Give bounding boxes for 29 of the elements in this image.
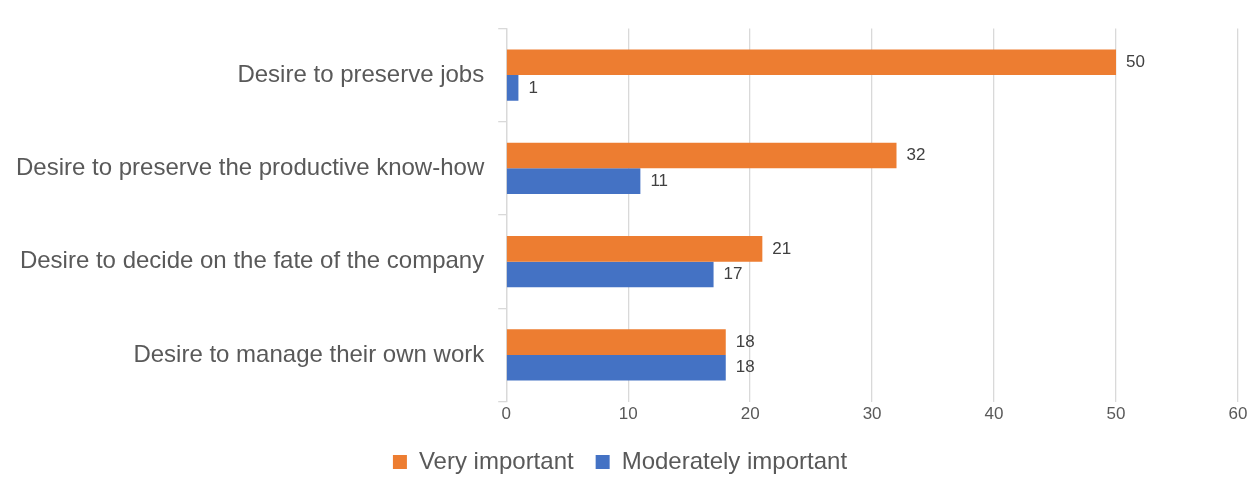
x-tick-label: 10: [618, 404, 638, 424]
bar: [506, 75, 519, 101]
x-tick-label: 50: [1106, 404, 1126, 424]
x-tick-label: 30: [862, 404, 882, 424]
data-label: 18: [735, 331, 755, 351]
bar: [506, 142, 897, 169]
x-tick-label: 0: [501, 404, 511, 424]
bar: [506, 49, 1117, 76]
data-label: 17: [723, 264, 743, 284]
bar: [506, 235, 763, 262]
bar: [506, 329, 726, 355]
bar: [506, 354, 726, 381]
bar: [506, 261, 714, 288]
y-tick-label: Desire to preserve the productive know-how: [15, 152, 485, 180]
y-tick-label: Desire to decide on the fate of the company: [19, 246, 485, 274]
x-tick-label: 40: [984, 404, 1004, 424]
data-label: 18: [735, 357, 755, 377]
bar: [506, 168, 641, 195]
legend-label: Very important: [418, 446, 574, 474]
legend-label: Moderately important: [621, 446, 848, 474]
data-label: 32: [906, 145, 926, 165]
x-tick-label: 20: [740, 404, 760, 424]
data-label: 50: [1126, 51, 1145, 71]
x-tick-label: 60: [1228, 404, 1248, 424]
data-label: 11: [650, 170, 669, 190]
data-label: 21: [772, 238, 792, 258]
y-tick-label: Desire to preserve jobs: [237, 59, 485, 87]
y-tick-label: Desire to manage their own work: [133, 339, 486, 367]
data-label: 1: [528, 77, 538, 97]
